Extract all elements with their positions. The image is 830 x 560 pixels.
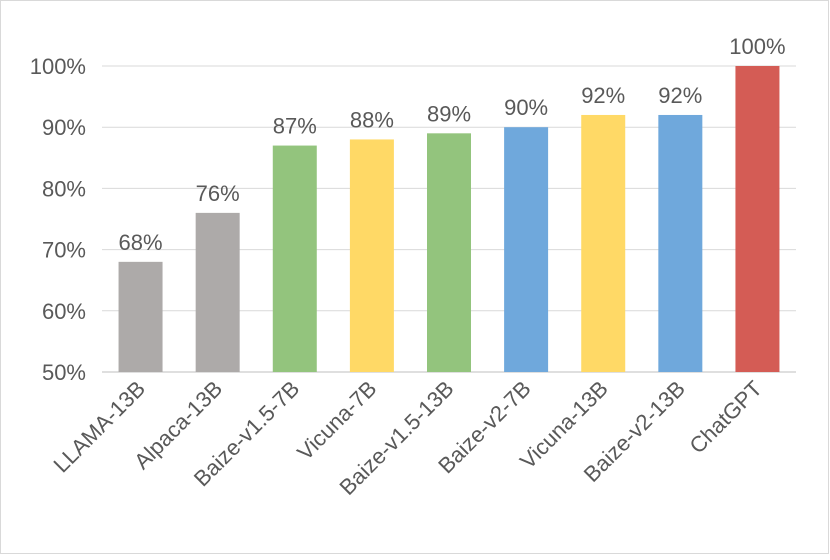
y-tick-label: 80% bbox=[42, 176, 86, 201]
y-tick-label: 60% bbox=[42, 299, 86, 324]
value-label: 90% bbox=[504, 95, 548, 120]
y-tick-label: 70% bbox=[42, 238, 86, 263]
bar-llama-13b bbox=[118, 261, 163, 372]
value-label: 89% bbox=[427, 101, 471, 126]
value-label: 92% bbox=[581, 83, 625, 108]
bars bbox=[118, 66, 780, 373]
y-axis: 50% 60% 70% 80% 90% 100% bbox=[30, 54, 86, 385]
bar-vicuna-7b bbox=[349, 139, 394, 372]
y-tick-label: 100% bbox=[30, 54, 86, 79]
value-label: 92% bbox=[658, 83, 702, 108]
bar-chatgpt bbox=[735, 66, 780, 372]
value-labels: 68% 76% 87% 88% 89% 90% 92% 92% 100% bbox=[119, 34, 786, 255]
y-tick-label: 90% bbox=[42, 115, 86, 140]
bar-baize-v1-5-7b bbox=[272, 145, 317, 372]
value-label: 87% bbox=[273, 114, 317, 139]
bar-vicuna-13b bbox=[581, 114, 626, 373]
value-label: 76% bbox=[196, 181, 240, 206]
value-label: 88% bbox=[350, 107, 394, 132]
bar-baize-v2-13b bbox=[658, 114, 703, 373]
bar-baize-v1-5-13b bbox=[427, 133, 471, 372]
value-label: 68% bbox=[119, 230, 163, 255]
value-label: 100% bbox=[729, 34, 785, 59]
bar-baize-v2-7b bbox=[504, 127, 549, 372]
y-tick-label: 50% bbox=[42, 360, 86, 385]
bar-alpaca-13b bbox=[195, 212, 240, 372]
